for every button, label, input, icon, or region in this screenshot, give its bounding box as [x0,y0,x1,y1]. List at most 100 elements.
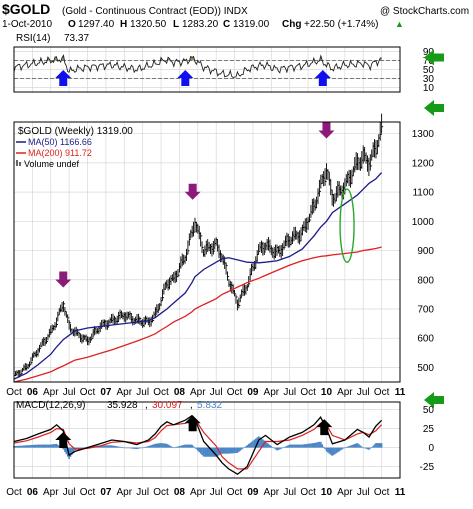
x-axis-macd-label: Jul [210,487,223,498]
price-tick-label: 1300 [412,129,435,140]
macd-histogram-bar-180 [267,443,270,448]
macd-histogram-bar-131 [198,447,201,453]
macd-histogram-bar-91 [141,447,144,449]
x-axis-macd-label: Jul [63,487,76,498]
macd-histogram-bar-76 [120,447,123,448]
macd-histogram-bar-188 [279,447,281,450]
macd-histogram-bar-235 [345,447,348,448]
macd-histogram-bar-217 [320,441,322,448]
macd-histogram-bar-228 [335,447,338,454]
macd-histogram-bar-138 [208,447,210,457]
ma50-line [13,172,383,380]
macd-histogram-bar-174 [259,437,261,448]
x-axis-macd-label: Jul [283,487,296,498]
macd-histogram-bar-136 [205,447,208,457]
macd-histogram-bar-185 [274,447,277,450]
macd-histogram-bar-134 [202,447,205,457]
close-label: C [223,19,230,30]
price-tick-label: 1000 [412,217,435,228]
macd-histogram-bar-244 [358,444,360,448]
macd-histogram-bar-2 [16,445,18,448]
macd-histogram-bar-109 [167,444,169,448]
macd-histogram-bar-118 [180,445,182,448]
price-tick-label: 900 [417,246,434,257]
macd-histogram-bar-199 [294,444,297,448]
macd-histogram-bar-195 [288,444,291,448]
macd-histogram-bar-161 [240,447,243,450]
purple-down-arrow-icon-2 [184,183,201,200]
macd-histogram-bar-223 [328,447,331,454]
macd-histogram-bar-82 [129,447,131,449]
rsi-tick-label: 10 [423,83,435,94]
x-axis-macd-label: Apr [43,487,59,498]
open-label: O [68,19,76,30]
macd-histogram-bar-151 [226,447,229,454]
macd-histogram-bar-130 [197,447,199,451]
price-tick-label: 800 [417,275,434,286]
macd-histogram-bar-139 [209,447,212,457]
macd-histogram-bar-209 [308,443,311,448]
price-tick-label: 700 [417,304,434,315]
macd-histogram-bar-232 [341,447,343,450]
macd-histogram-bar-19 [40,444,42,448]
macd-histogram-bar-6 [21,445,24,448]
macd-histogram-bar-183 [271,447,274,448]
x-axis-price-label: Jul [63,387,76,398]
macd-histogram-bar-222 [327,447,329,453]
macd-histogram-bar-137 [206,447,209,457]
macd-histogram-bar-155 [232,447,234,454]
price-tick-label: 600 [417,334,434,345]
macd-histogram-bar-135 [204,447,206,457]
macd-histogram-bar-9 [25,445,28,448]
macd-histogram-bar-164 [245,446,247,448]
low-label: L [173,19,179,30]
macd-histogram-bar-246 [361,446,363,448]
macd-histogram-bar-111 [170,446,172,448]
macd-histogram-bar-226 [332,447,335,456]
macd-histogram-bar-72 [115,446,117,448]
macd-tick-label: 50 [423,405,435,416]
high-label: H [120,19,127,30]
ma200-line [13,246,382,383]
macd-histogram-bar-168 [250,441,253,448]
macd-histogram-bar-62 [100,445,103,448]
macd-histogram-bar-181 [269,444,271,448]
macd-histogram-bar-252 [369,447,372,449]
macd-histogram-bar-193 [286,445,288,448]
x-axis-price-label: Jul [357,387,370,398]
macd-histogram-bar-205 [303,444,305,448]
macd-histogram-bar-90 [140,447,143,449]
blue-up-arrow-icon-3 [314,70,331,86]
macd-histogram-bar-88 [137,447,140,449]
macd-histogram-bar-7 [23,445,25,448]
x-axis-price-label: 07 [100,387,112,398]
macd-histogram-bar-123 [187,444,189,448]
macd-histogram-bar-240 [352,444,355,448]
macd-histogram-bar-84 [131,447,134,449]
macd-histogram-bar-1 [14,445,17,448]
macd-histogram-bar-211 [311,443,314,448]
macd-histogram-bar-208 [307,443,309,448]
macd-histogram-bar-254 [372,445,374,448]
macd-histogram-bar-167 [249,442,251,448]
macd-histogram-bar-12 [30,445,32,448]
x-axis-macd-label: Jul [136,487,149,498]
macd-histogram-bar-98 [151,444,154,448]
macd-histogram-bar-245 [359,445,362,448]
x-axis-macd-label: Oct [153,487,169,498]
macd-histogram-bar-32 [58,445,61,448]
x-axis-price-label: Oct [80,387,96,398]
volume-legend-swatch-2 [19,162,21,166]
x-axis-macd-label: Oct [6,487,22,498]
macd-histogram-bar-46 [78,447,80,449]
macd-histogram-bar-225 [331,447,333,456]
macd-histogram-bar-26 [49,444,52,448]
macd-histogram-bar-23 [45,444,48,448]
x-axis-macd: Oct 06 Apr Jul Oct 07 Apr Jul Oct 08 Apr Jul Oct 09 Ap… [6,487,406,498]
macd-histogram-bar-122 [185,444,188,448]
macd-histogram-bar-233 [342,447,345,449]
macd-histogram-bar-198 [293,444,295,448]
macd-histogram-bar-250 [366,447,369,450]
macd-histogram-bar-219 [322,446,325,448]
